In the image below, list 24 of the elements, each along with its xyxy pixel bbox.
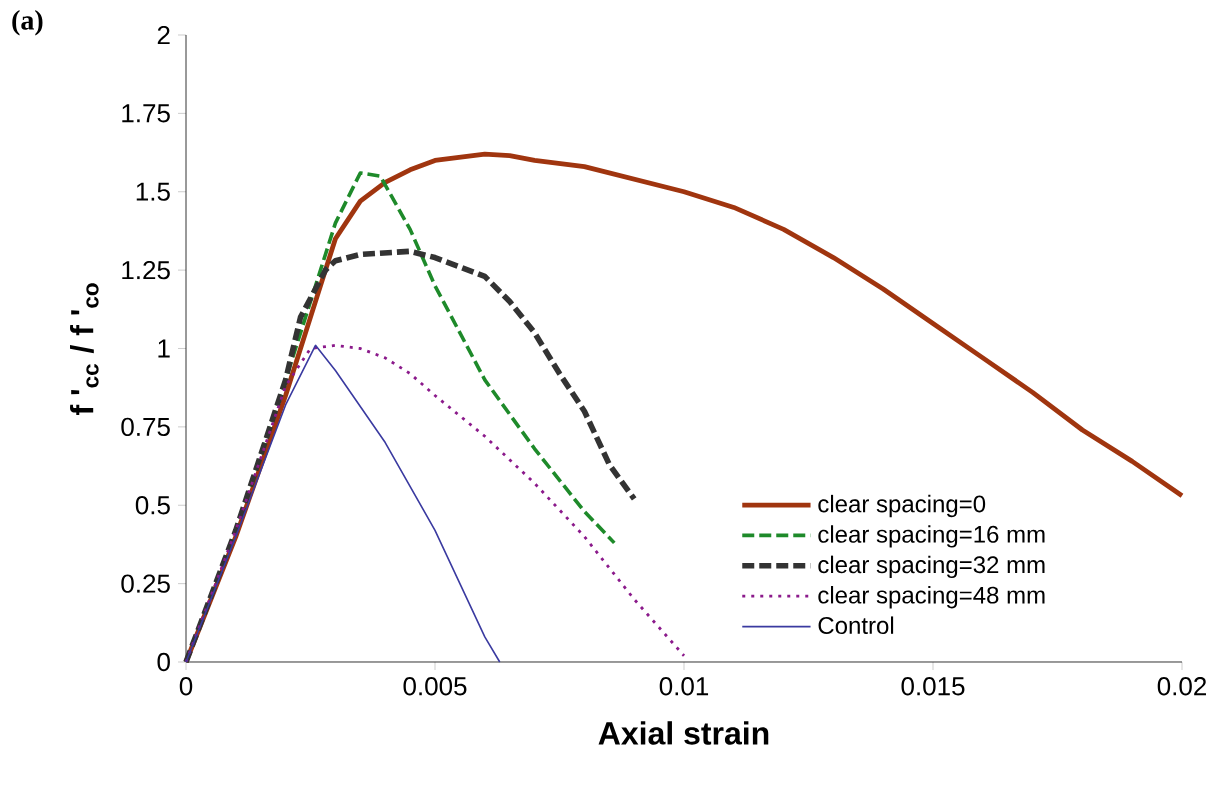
y-tick-label: 0 <box>157 652 170 672</box>
y-tick-label: 1.25 <box>122 260 170 280</box>
line-series <box>184 343 686 664</box>
y-tick-label: 0.25 <box>121 574 170 593</box>
legend-label: clear spacing=32 mm <box>818 555 1045 578</box>
legend-label: Control <box>818 616 894 635</box>
x-tick-label: 0.02 <box>1157 677 1206 696</box>
chart-title: (a) <box>12 10 43 36</box>
y-tick-label: 1 <box>158 339 170 358</box>
legend-label: clear spacing=48 mm <box>818 586 1045 609</box>
x-tick-label: 0 <box>179 677 193 696</box>
y-tick-label: 1.5 <box>136 182 170 201</box>
y-tick-label: 0.75 <box>121 417 170 437</box>
line-series <box>185 344 501 663</box>
y-axis-title: f '$_{cc}$ / f '$_{co}$ <box>70 283 99 415</box>
x-axis-title: Axial strain <box>598 721 769 745</box>
y-tick-label: 0.5 <box>135 496 170 515</box>
x-tick-label: 0.015 <box>901 677 965 696</box>
legend-label: clear spacing=0 <box>818 494 986 518</box>
y-tick-label: 2 <box>157 25 170 45</box>
legend-label: clear spacing=16 mm <box>818 525 1045 548</box>
y-tick-label: 1.75 <box>122 104 170 123</box>
x-tick-label: 0.005 <box>403 677 467 696</box>
x-tick-label: 0.01 <box>659 677 709 696</box>
